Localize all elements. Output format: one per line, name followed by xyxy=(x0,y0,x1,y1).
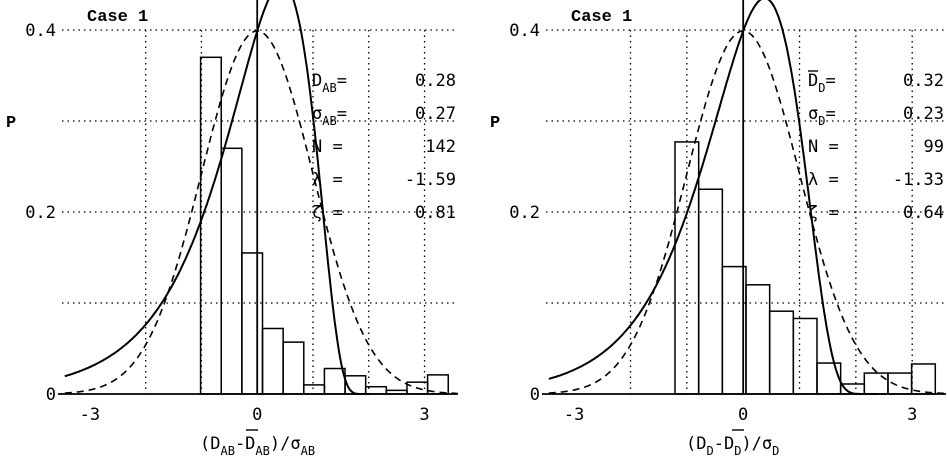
y-tick-label: 0.2 xyxy=(25,203,56,223)
histogram-bar xyxy=(745,284,771,395)
y-axis-label: P xyxy=(6,114,16,133)
chart-title: Case 1 xyxy=(87,8,148,27)
stat-label: λ = xyxy=(808,170,839,190)
y-axis-label: P xyxy=(490,114,500,133)
histogram-bar xyxy=(220,147,243,395)
stat-value: -1.59 xyxy=(405,170,456,190)
x-tick-label: 3 xyxy=(907,405,917,425)
y-tick-label: 0 xyxy=(46,385,56,405)
histogram-bar xyxy=(792,317,818,395)
x-tick-label: 0 xyxy=(252,405,262,425)
stat-value: 0.28 xyxy=(415,71,456,91)
fitted-curve xyxy=(548,0,878,395)
y-tick-label: 0.2 xyxy=(509,203,540,223)
fitted-curve xyxy=(64,0,370,395)
stat-label: DAB= xyxy=(312,71,347,95)
y-tick-label: 0.4 xyxy=(25,21,56,41)
stat-label: ζ = xyxy=(808,203,839,223)
stat-label: σAB= xyxy=(312,104,347,128)
normal-curve xyxy=(548,30,946,395)
x-tick-label: -3 xyxy=(80,405,100,425)
left-panel: Case 1 P 0 0.2 0.4 -3 0 3 (DAB-DAB)/σAB DAB= 0.28… xyxy=(6,0,458,458)
chart-title: Case 1 xyxy=(571,8,632,27)
x-axis-label: (DAB-DAB)/σAB xyxy=(200,434,315,458)
stat-label: σD= xyxy=(808,104,836,128)
histogram-bar xyxy=(261,327,284,395)
histogram-bar xyxy=(768,310,795,395)
stat-value: 0.27 xyxy=(415,104,456,124)
histogram-bar xyxy=(863,372,889,395)
stat-value: -1.33 xyxy=(893,170,944,190)
stat-value: 0.64 xyxy=(903,203,944,223)
histogram-bar xyxy=(697,188,724,395)
histogram-bar xyxy=(910,363,937,395)
histogram-bar xyxy=(282,341,305,395)
y-tick-label: 0.4 xyxy=(509,21,540,41)
stat-value: 99 xyxy=(924,137,944,157)
stat-label: ζ = xyxy=(312,203,343,223)
stat-label: N = xyxy=(808,137,839,157)
histogram-bar xyxy=(303,384,326,395)
histogram-bar xyxy=(323,367,346,395)
stat-value: 142 xyxy=(425,137,456,157)
histogram-bar xyxy=(816,362,842,395)
stat-value: 0.32 xyxy=(903,71,944,91)
stat-label: λ = xyxy=(312,170,343,190)
x-tick-label: -3 xyxy=(564,405,584,425)
y-tick-label: 0 xyxy=(530,385,540,405)
stat-label: DD= xyxy=(808,71,836,95)
x-tick-label: 3 xyxy=(419,405,429,425)
stat-label: N = xyxy=(312,137,343,157)
normal-curve xyxy=(64,30,458,395)
x-tick-label: 0 xyxy=(738,405,748,425)
stat-value: 0.23 xyxy=(903,104,944,124)
histogram-bar xyxy=(241,252,264,395)
x-axis-label: (DD-DD)/σD xyxy=(686,434,779,458)
stat-value: 0.81 xyxy=(415,203,456,223)
